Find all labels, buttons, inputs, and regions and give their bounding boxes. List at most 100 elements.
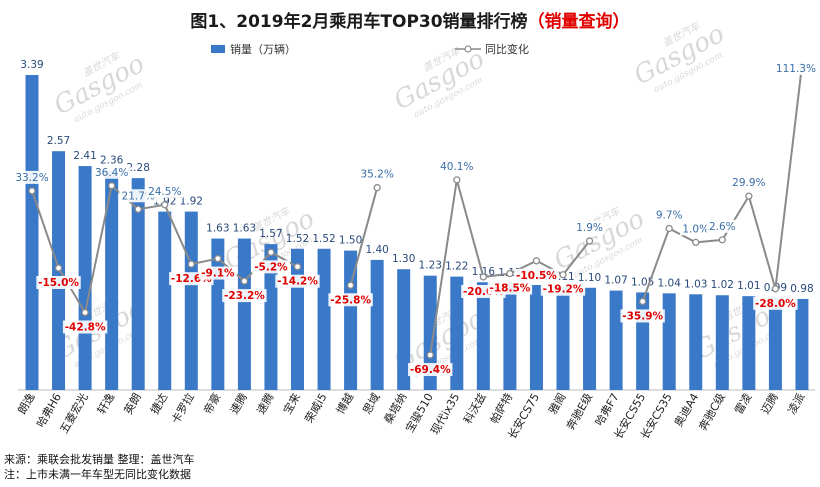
bar <box>131 178 145 390</box>
yoy-point <box>267 248 275 256</box>
category-label: 奔驰C级 <box>695 391 727 433</box>
bar-value-label: 3.39 <box>20 59 43 71</box>
yoy-label-bg <box>92 165 131 179</box>
category-label: 帕萨特 <box>487 391 516 427</box>
yoy-label-bg <box>679 222 712 236</box>
legend-bar-label: 销量（万辆） <box>230 42 296 56</box>
yoy-line-segment <box>84 185 113 313</box>
bar-value-label: 1.63 <box>206 223 229 235</box>
bar <box>476 282 490 390</box>
footnote-note: 注：上市未满一年车型无同比变化数据 <box>4 468 191 481</box>
yoy-label-bg <box>620 309 665 323</box>
yoy-line-segment <box>138 203 165 211</box>
bar <box>158 211 172 390</box>
category-label: 思域 <box>360 391 382 417</box>
category-label: 奔驰E级 <box>563 391 595 433</box>
yoy-value-label: -25.8% <box>330 294 371 306</box>
bar <box>370 259 384 390</box>
bar-value-label: 1.22 <box>445 261 468 273</box>
yoy-label-bg <box>653 208 685 222</box>
yoy-label-bg <box>408 363 453 377</box>
category-label: 宝来 <box>280 391 303 417</box>
yoy-value-label: -15.0% <box>38 277 79 289</box>
category-label: 荣威i5 <box>302 391 329 425</box>
yoy-label-bg <box>729 176 768 190</box>
yoy-line-segment <box>641 228 671 302</box>
yoy-label-bg <box>145 184 184 198</box>
yoy-value-label: -28.0% <box>755 298 796 310</box>
yoy-label-bg <box>437 159 476 173</box>
yoy-line-segment <box>57 267 86 313</box>
legend: 销量（万辆） 同比变化 <box>211 42 529 56</box>
yoy-line-segment <box>562 240 591 276</box>
bar-value-label: 1.63 <box>233 223 256 235</box>
category-label: 桑塔纳 <box>382 391 410 426</box>
yoy-point <box>54 264 63 272</box>
yoy-label-bg <box>753 296 798 310</box>
yoy-line-segment <box>483 272 511 278</box>
bar <box>715 295 729 390</box>
yoy-label-bg <box>706 219 739 233</box>
yoy-value-label: -19.2% <box>543 284 584 296</box>
bar-value-label: 1.02 <box>711 279 734 291</box>
yoy-line-segment <box>429 179 458 356</box>
bar-value-label: 1.07 <box>604 275 627 287</box>
yoy-point <box>293 263 302 271</box>
bar <box>768 298 782 390</box>
yoy-label-bg <box>13 170 51 184</box>
yoy-point <box>161 201 169 209</box>
yoy-line-segment <box>270 251 298 268</box>
chart-title-link[interactable]: （销量查询） <box>528 11 630 32</box>
yoy-point <box>585 237 594 245</box>
yoy-point <box>426 351 434 359</box>
category-label: 博越 <box>333 391 356 417</box>
legend-bar-swatch <box>211 45 225 53</box>
yoy-value-label: -23.2% <box>224 290 265 302</box>
yoy-point <box>771 285 780 293</box>
yoy-label-bg <box>275 274 320 288</box>
yoy-point <box>134 205 142 213</box>
yoy-point <box>692 238 700 247</box>
legend-line-marker <box>464 45 472 53</box>
yoy-value-label: 35.2% <box>360 169 393 181</box>
bar <box>529 285 543 390</box>
yoy-point <box>108 182 116 190</box>
yoy-point <box>453 176 461 184</box>
yoy-line-segment <box>163 204 193 265</box>
yoy-point <box>81 308 89 317</box>
yoy-labels-group: 33.2%-15.0%-42.8%36.4%21.7%24.5%-12.6%-9… <box>13 61 819 377</box>
yoy-line-segment <box>191 257 219 266</box>
bar <box>556 286 570 390</box>
bar <box>636 292 650 390</box>
bar <box>742 296 756 390</box>
bar-value-label: 1.52 <box>312 233 335 245</box>
yoy-value-label: 33.2% <box>15 172 48 184</box>
category-label: 凌派 <box>784 391 807 417</box>
legend-line-label: 同比变化 <box>485 42 529 56</box>
category-label: 迈腾 <box>758 391 781 417</box>
bar <box>795 298 809 390</box>
yoy-point <box>745 192 753 200</box>
bar-value-label: 2.57 <box>47 135 70 147</box>
yoy-value-label: -69.4% <box>410 364 451 376</box>
bar <box>78 166 92 390</box>
yoy-label-bg <box>251 260 290 274</box>
yoy-value-label: 9.7% <box>656 209 683 221</box>
yoy-value-label: 36.4% <box>95 167 128 179</box>
category-label: 朗逸 <box>15 391 37 417</box>
yoy-value-label: -5.2% <box>254 261 288 273</box>
yoy-value-label: 40.1% <box>440 161 473 173</box>
category-label: 雅阁 <box>545 391 568 417</box>
bar <box>317 248 331 390</box>
yoy-point <box>214 254 222 263</box>
yoy-value-label: 24.5% <box>148 186 181 198</box>
category-label: 哈弗F7 <box>592 391 622 429</box>
yoy-line-segment <box>31 190 60 269</box>
category-label: 奥迪A4 <box>671 391 701 430</box>
bar <box>503 283 517 390</box>
category-label: 英朗 <box>121 391 144 417</box>
category-label: 速腾 <box>253 391 276 417</box>
chart-title-main: 图1、2019年2月乘用车TOP30销量排行榜 <box>190 11 527 32</box>
